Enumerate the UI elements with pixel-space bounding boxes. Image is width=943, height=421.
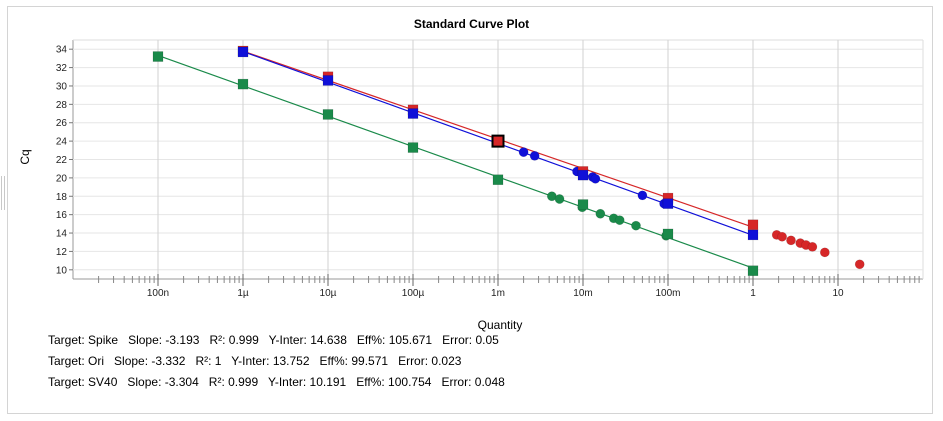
stat-r2: R²: 0.999 (209, 333, 259, 347)
standard-point-ori (237, 46, 249, 58)
x-tick-label: 1m (491, 288, 505, 299)
unknown-point-spike (854, 259, 865, 270)
chart-panel (7, 6, 933, 414)
stat-target: Target: Ori (48, 354, 105, 368)
unknown-point-spike (777, 231, 788, 242)
stats-row-ori: Target: Ori Slope: -3.332 R²: 1 Y-Inter:… (48, 351, 505, 372)
x-axis-label: Quantity (477, 318, 523, 332)
unknown-point-ori (590, 173, 601, 184)
standard-point-ori (747, 229, 759, 241)
unknown-point-spike (807, 241, 818, 252)
x-tick-label: 100µ (402, 288, 425, 299)
y-tick-label: 16 (56, 210, 68, 221)
standard-point-sv40 (747, 265, 759, 277)
unknown-point-ori (529, 150, 540, 161)
x-tick-label: 1 (750, 288, 756, 299)
y-tick-label: 28 (56, 100, 68, 111)
unknown-point-sv40 (554, 194, 565, 204)
x-tick-label: 10 (832, 288, 844, 299)
standard-point-ori (407, 108, 419, 119)
unknown-point-spike (819, 247, 830, 258)
stat-r2: R²: 1 (195, 354, 222, 368)
y-tick-label: 10 (56, 265, 68, 276)
y-tick-label: 22 (56, 155, 68, 166)
stat-r2: R²: 0.999 (208, 375, 259, 389)
unknown-point-sv40 (631, 220, 641, 231)
standard-point-sv40 (152, 51, 164, 62)
standard-point-sv40 (577, 199, 589, 210)
unknown-point-ori (518, 147, 529, 158)
y-tick-label: 30 (56, 81, 68, 92)
standard-point-spike (747, 219, 759, 231)
standard-point-sv40 (237, 78, 249, 90)
stat-error: Error: 0.05 (442, 333, 499, 347)
selected-standard-point (491, 134, 505, 148)
stats-row-sv40: Target: SV40 Slope: -3.304 R²: 0.999 Y-I… (48, 372, 505, 393)
x-tick-label: 100n (147, 288, 169, 299)
stat-efficiency: Eff%: 105.671 (356, 333, 433, 347)
fit-statistics: Target: Spike Slope: -3.193 R²: 0.999 Y-… (48, 330, 505, 393)
standard-point-ori (662, 198, 674, 209)
x-tick-label: 10m (573, 288, 592, 299)
stat-y-intercept: Y-Inter: 13.752 (231, 354, 310, 368)
fit-line-sv40 (157, 54, 754, 269)
stat-efficiency: Eff%: 99.571 (319, 354, 389, 368)
unknown-point-sv40 (614, 215, 625, 226)
standard-point-sv40 (322, 109, 334, 120)
stat-slope: Slope: -3.304 (127, 375, 199, 389)
stat-efficiency: Eff%: 100.754 (356, 375, 432, 389)
stat-target: Target: Spike (48, 333, 119, 347)
stat-slope: Slope: -3.193 (128, 333, 200, 347)
x-tick-label: 1µ (237, 288, 249, 299)
y-tick-label: 24 (56, 137, 68, 148)
standard-point-sv40 (662, 228, 674, 240)
stat-error: Error: 0.048 (441, 375, 505, 389)
standard-point-ori (322, 75, 334, 86)
y-tick-label: 34 (56, 45, 68, 56)
stat-target: Target: SV40 (48, 375, 118, 389)
y-tick-label: 32 (56, 63, 68, 74)
stat-error: Error: 0.023 (398, 354, 462, 368)
y-tick-label: 18 (56, 192, 68, 203)
standard-point-ori (577, 169, 589, 181)
unknown-point-sv40 (595, 208, 606, 219)
x-tick-label: 100m (655, 288, 680, 299)
y-tick-label: 26 (56, 118, 68, 129)
standard-point-sv40 (407, 142, 419, 153)
standard-point-sv40 (492, 174, 504, 186)
x-tick-label: 10µ (320, 288, 337, 299)
unknown-point-ori (637, 190, 648, 201)
stats-row-spike: Target: Spike Slope: -3.193 R²: 0.999 Y-… (48, 330, 505, 351)
y-tick-label: 20 (56, 173, 68, 184)
stat-y-intercept: Y-Inter: 14.638 (268, 333, 347, 347)
stat-y-intercept: Y-Inter: 10.191 (267, 375, 347, 389)
unknown-point-spike (786, 235, 796, 246)
chart-title: Standard Curve Plot (413, 17, 530, 31)
stat-slope: Slope: -3.332 (114, 354, 186, 368)
resize-grip-icon[interactable] (1, 176, 5, 210)
y-tick-label: 12 (56, 247, 68, 258)
y-tick-label: 14 (56, 229, 68, 240)
